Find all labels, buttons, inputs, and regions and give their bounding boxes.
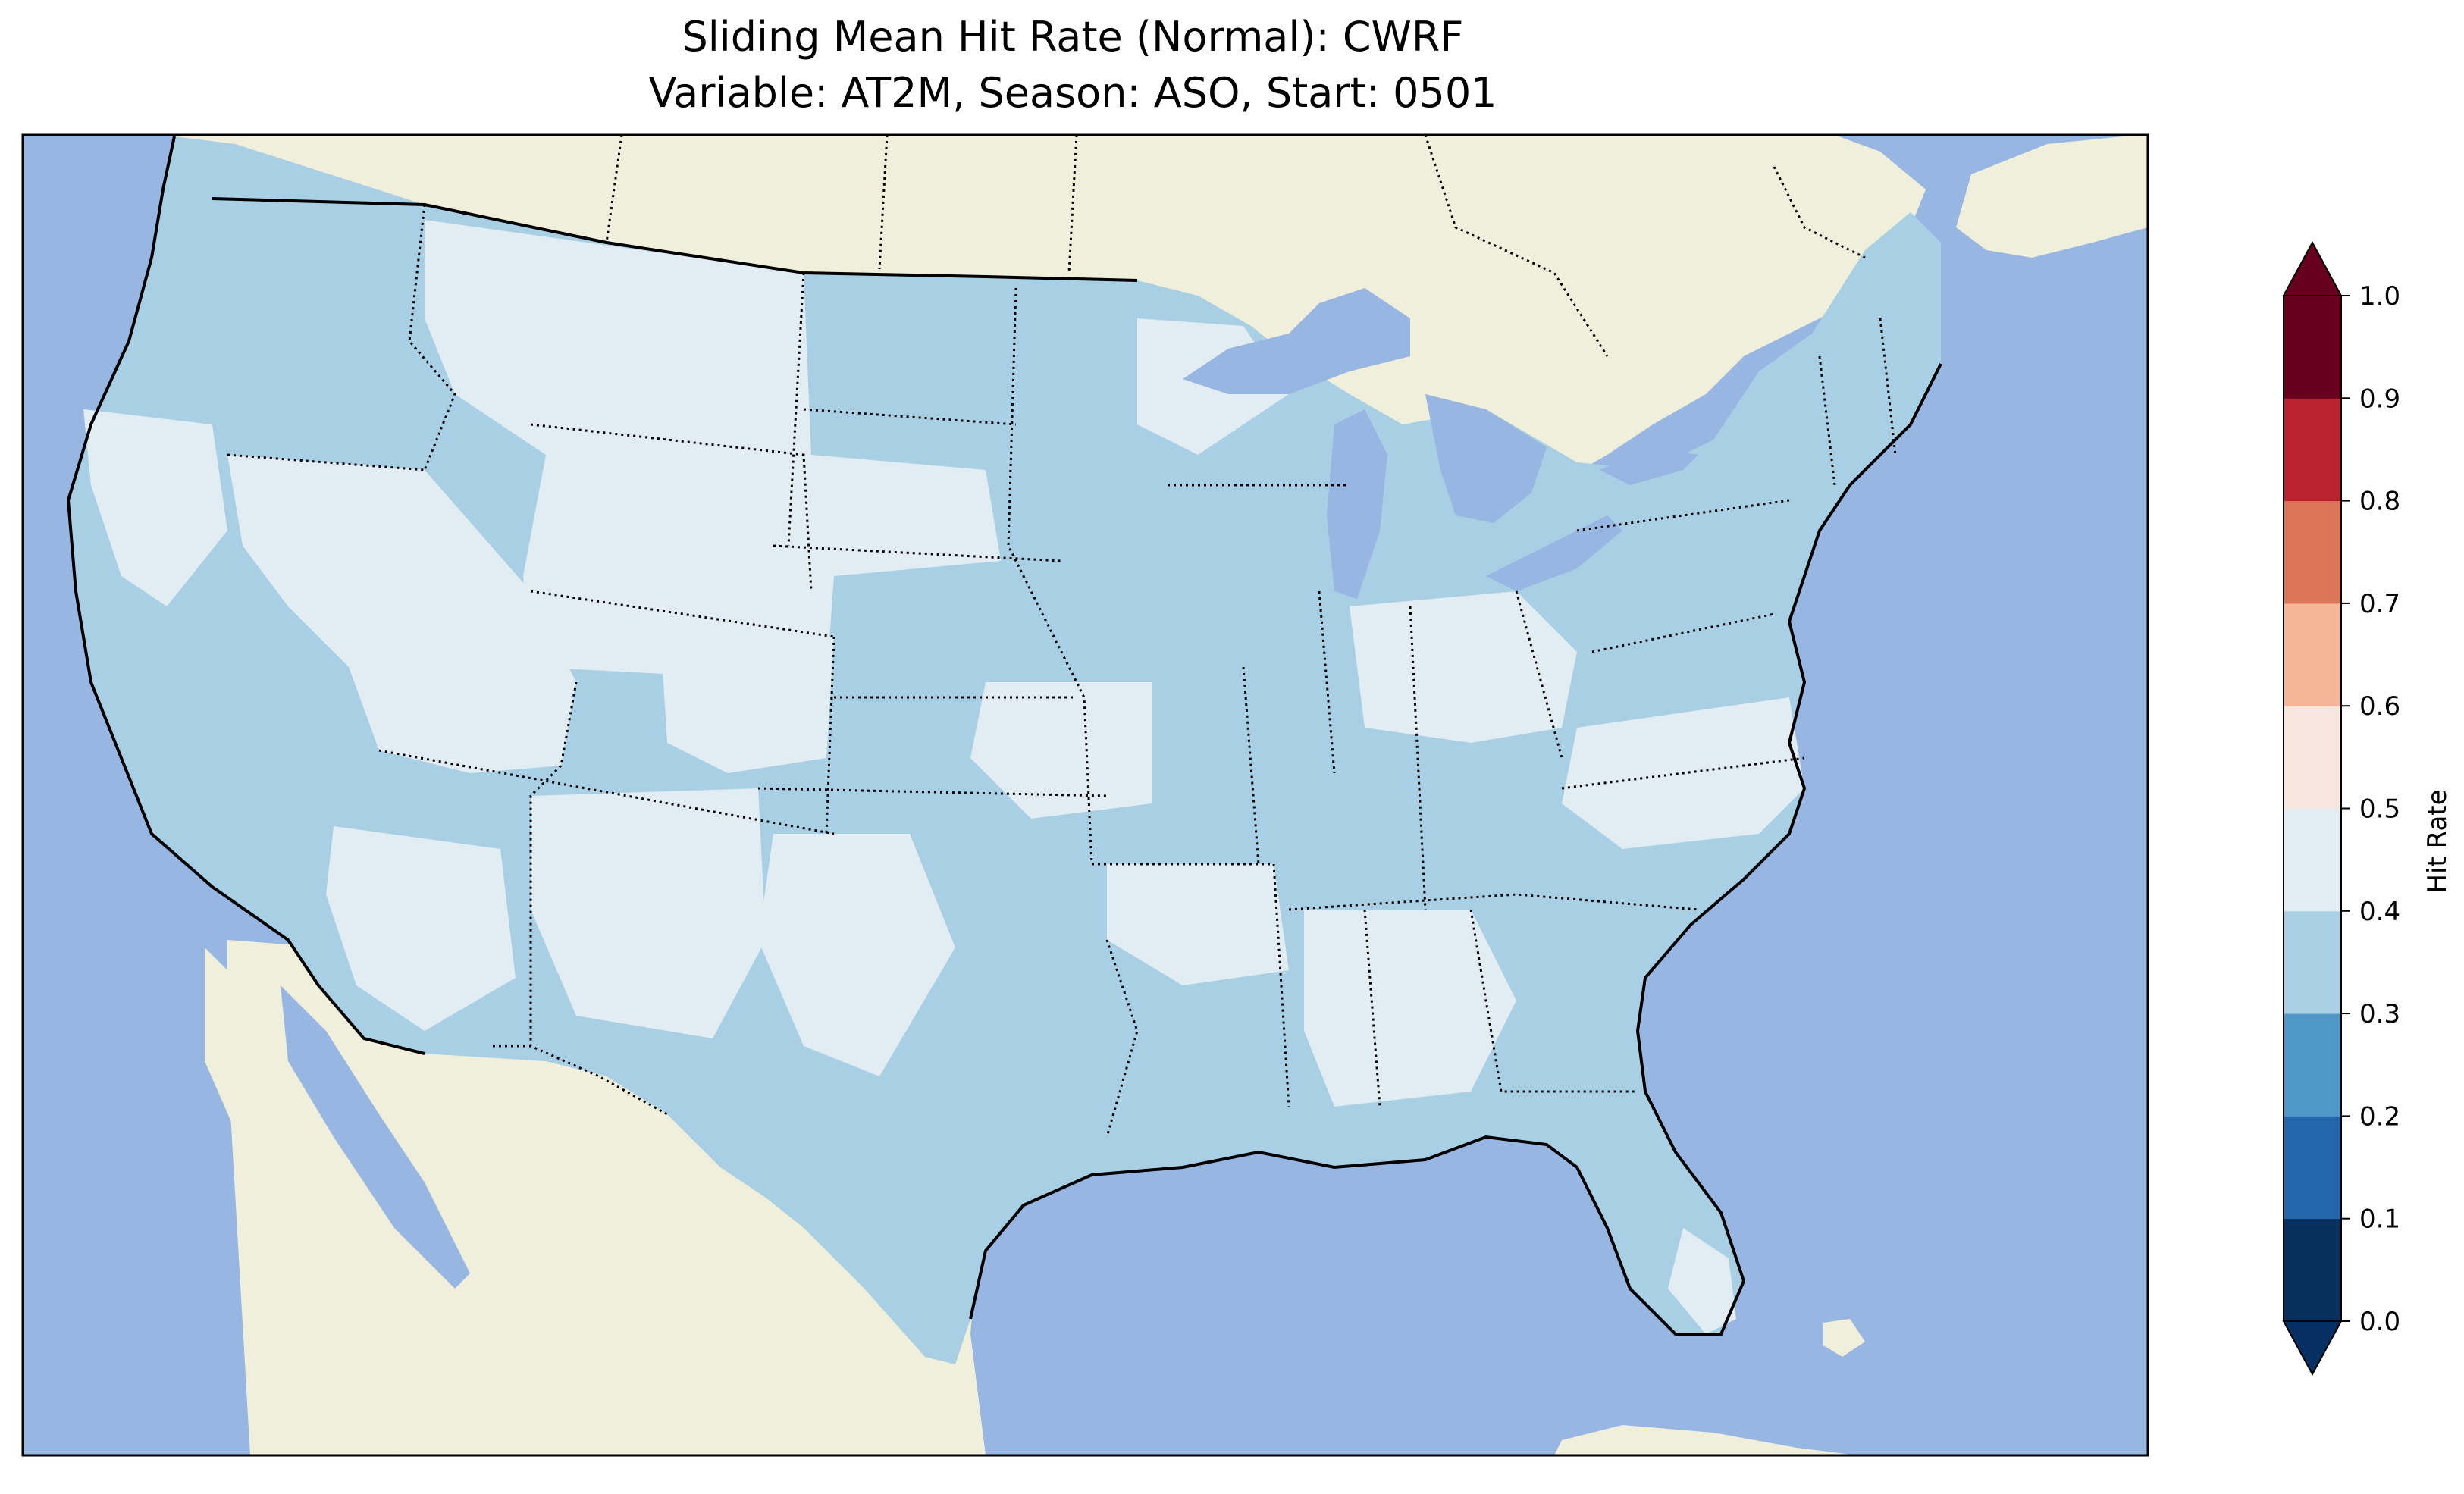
- region-kansas-mo: [970, 682, 1152, 819]
- colorbar-bin: [2284, 603, 2341, 706]
- map-title-line2: Variable: AT2M, Season: ASO, Start: 0501: [648, 69, 1497, 117]
- lake-michigan: [1327, 409, 1387, 599]
- colorbar-extend-min: [2282, 1320, 2343, 1377]
- region-ohio-indiana: [1350, 591, 1577, 743]
- lake-erie: [1486, 515, 1622, 591]
- colorbar-tick-label: 0.0: [2359, 1307, 2400, 1337]
- colorbar-bin: [2284, 500, 2341, 604]
- colorbar-bin: [2284, 1218, 2341, 1322]
- colorbar: 0.0 0.1 0.2 0.3 0.4 0.5 0.6 0.7 0.8 0.9 1.0: [2282, 240, 2400, 1377]
- map-frame: [21, 133, 2149, 1457]
- colorbar-tick-label: 0.1: [2359, 1204, 2400, 1235]
- colorbar-bin: [2284, 1013, 2341, 1117]
- coastlines: [66, 136, 1942, 1336]
- colorbar-tick-label: 0.6: [2359, 691, 2400, 722]
- colorbar-label: Hit Rate: [2422, 789, 2453, 893]
- colorbar-bin: [2284, 706, 2341, 809]
- region-ca-coast: [83, 409, 227, 606]
- region-montana-wyoming: [425, 220, 1001, 682]
- colorbar-bin: [2284, 296, 2341, 399]
- great-lakes: [1183, 288, 1698, 599]
- land-baja: [205, 947, 425, 1455]
- state-borders: [227, 204, 1897, 1138]
- land-bahamas: [1823, 1319, 1865, 1357]
- colorbar-bin: [2284, 910, 2341, 1014]
- gulf-of-california: [281, 985, 470, 1289]
- colorbar-tick-label: 0.5: [2359, 794, 2400, 825]
- region-arkansas-ms: [1107, 864, 1289, 985]
- region-texas-panhandle: [758, 834, 955, 1076]
- colorbar-extend-max: [2282, 240, 2343, 296]
- map-area: [23, 135, 2148, 1455]
- land-maritimes: [1956, 135, 2148, 258]
- province-borders: [605, 135, 1866, 357]
- region-florida-tip: [1668, 1228, 1736, 1334]
- region-alabama-georgia: [1304, 910, 1516, 1107]
- colorbar-tick-label: 1.0: [2359, 281, 2400, 312]
- lake-superior: [1183, 288, 1410, 394]
- colorbar-tick-label: 0.8: [2359, 487, 2400, 517]
- region-arizona: [326, 826, 516, 1031]
- colorbar-tick-label: 0.9: [2359, 384, 2400, 414]
- lake-huron: [1425, 394, 1547, 523]
- land-mexico: [227, 940, 986, 1455]
- colorbar-tick-label: 0.7: [2359, 589, 2400, 619]
- map-title-line1: Sliding Mean Hit Rate (Normal): CWRF: [682, 13, 1464, 61]
- colorbar-tick-label: 0.3: [2359, 999, 2400, 1029]
- colorbar-bin: [2284, 1116, 2341, 1220]
- region-nevada-utah: [227, 455, 576, 773]
- colorbar-bin: [2284, 808, 2341, 912]
- colorbar-tick-label: 0.4: [2359, 897, 2400, 927]
- lake-ontario: [1600, 447, 1698, 485]
- colorbar-bin: [2284, 398, 2341, 502]
- land-cuba: [1554, 1425, 1857, 1455]
- colorbar-tick-label: 0.2: [2359, 1101, 2400, 1132]
- us-canada-border: [212, 197, 1138, 282]
- region-colorado: [660, 622, 834, 773]
- region-new-mexico: [531, 788, 766, 1038]
